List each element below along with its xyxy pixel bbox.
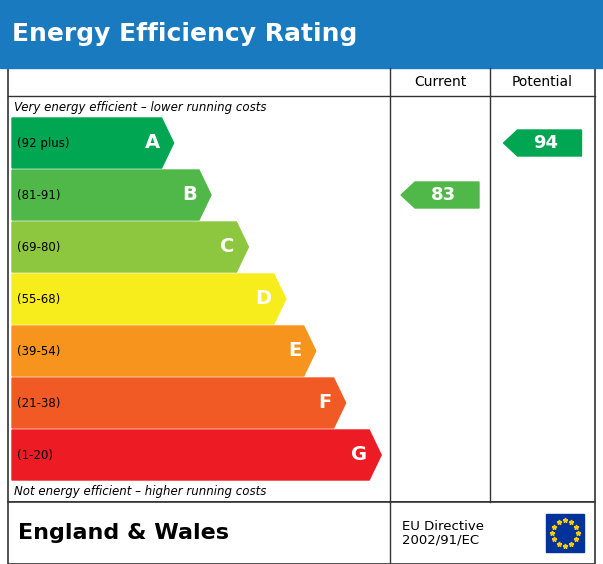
Polygon shape: [12, 222, 248, 272]
Bar: [8, 502, 595, 564]
Polygon shape: [12, 430, 381, 480]
Text: 83: 83: [431, 186, 456, 204]
Text: B: B: [182, 186, 197, 205]
Text: (21-38): (21-38): [17, 396, 60, 409]
Text: England & Wales: England & Wales: [18, 523, 229, 543]
Text: (55-68): (55-68): [17, 293, 60, 306]
Polygon shape: [12, 274, 286, 324]
Polygon shape: [401, 182, 479, 208]
Polygon shape: [12, 326, 316, 376]
Text: Potential: Potential: [512, 75, 573, 89]
Text: (81-91): (81-91): [17, 188, 60, 201]
Text: (39-54): (39-54): [17, 345, 60, 358]
Text: EU Directive: EU Directive: [402, 519, 484, 532]
Polygon shape: [12, 378, 346, 428]
Text: Energy Efficiency Rating: Energy Efficiency Rating: [12, 22, 358, 46]
Text: G: G: [351, 446, 367, 465]
Text: F: F: [318, 394, 332, 412]
Text: Not energy efficient – higher running costs: Not energy efficient – higher running co…: [14, 486, 267, 499]
Bar: [8, 68, 595, 502]
Text: (92 plus): (92 plus): [17, 136, 69, 149]
Text: D: D: [256, 289, 272, 309]
Text: 94: 94: [534, 134, 558, 152]
Bar: [0, 0, 603, 68]
Polygon shape: [12, 170, 211, 220]
Text: (69-80): (69-80): [17, 240, 60, 253]
Text: (1-20): (1-20): [17, 448, 53, 461]
Text: A: A: [145, 134, 160, 152]
Text: C: C: [220, 237, 235, 257]
Polygon shape: [12, 118, 174, 168]
Bar: [546, 514, 584, 552]
Polygon shape: [504, 130, 581, 156]
Text: E: E: [288, 341, 302, 360]
Text: Very energy efficient – lower running costs: Very energy efficient – lower running co…: [14, 100, 267, 113]
Text: Current: Current: [414, 75, 466, 89]
Text: 2002/91/EC: 2002/91/EC: [402, 534, 479, 547]
